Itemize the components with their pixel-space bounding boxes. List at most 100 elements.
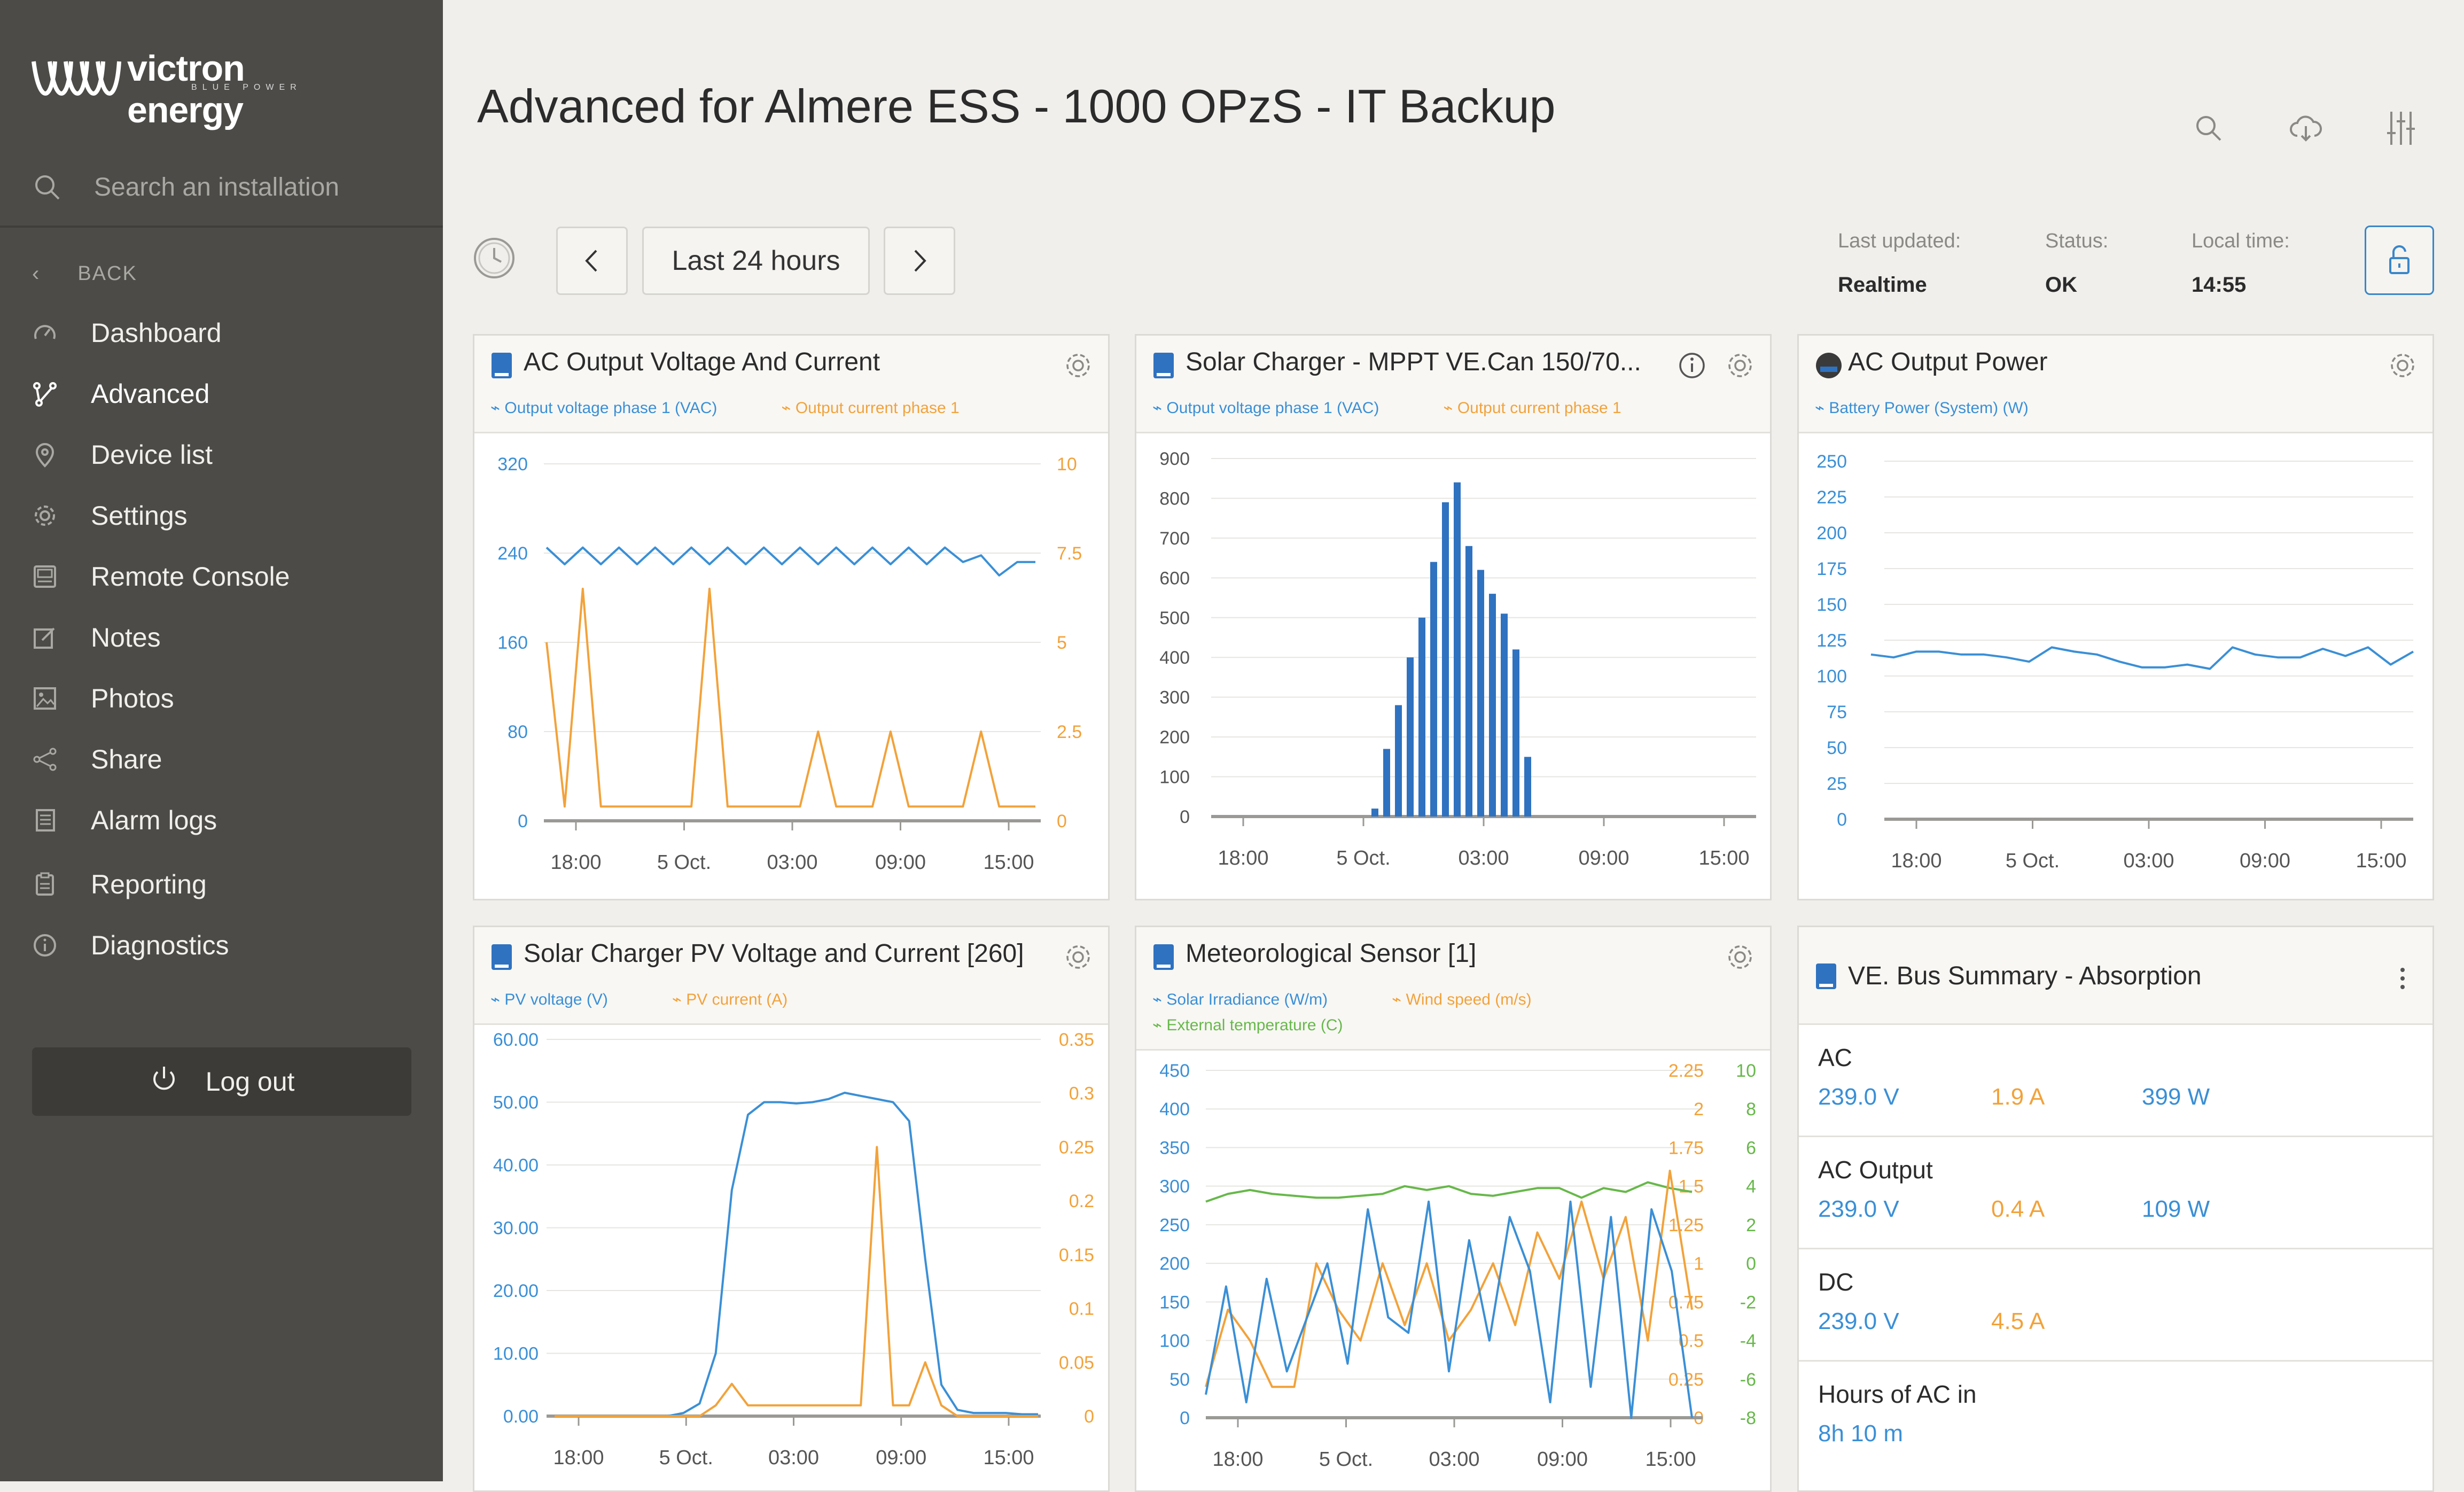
- y-right-tick-label: -6: [1740, 1370, 1756, 1390]
- y-tick-label: 400: [1159, 648, 1190, 668]
- y-mid-tick-label: 2.25: [1668, 1061, 1704, 1081]
- y-right-tick-label: 10: [1736, 1061, 1756, 1081]
- card-meteorological-sensor: Meteorological Sensor [1] ⌁ Solar Irradi…: [1135, 926, 1772, 1492]
- inverter-device-icon: [492, 353, 512, 378]
- y-left-tick-label: 0.00: [503, 1406, 539, 1427]
- ve-voltage: 239.0 V: [1818, 1308, 1899, 1334]
- y-left-tick-label: 300: [1159, 1177, 1190, 1197]
- x-tick-label: 5 Oct.: [1319, 1448, 1373, 1471]
- sidebar-item-alarm-logs[interactable]: Alarm logs: [29, 796, 217, 844]
- legend-solar-irradiance[interactable]: ⌁ Solar Irradiance (W/m): [1152, 991, 1328, 1008]
- legend-output-voltage[interactable]: ⌁ Output voltage phase 1 (VAC): [490, 399, 718, 417]
- y-left-tick-label: 350: [1159, 1138, 1190, 1158]
- sidebar-item-photos[interactable]: Photos: [29, 674, 174, 722]
- y-right-tick-label: 8: [1746, 1099, 1756, 1120]
- info-icon[interactable]: [1676, 349, 1708, 382]
- legend-battery-power[interactable]: ⌁ Battery Power (System) (W): [1815, 399, 2029, 417]
- legend-pv-voltage[interactable]: ⌁ PV voltage (V): [490, 991, 608, 1008]
- x-tick-label: 09:00: [2240, 850, 2290, 872]
- legend-external-temperature[interactable]: ⌁ External temperature (C): [1152, 1016, 1343, 1034]
- x-tick-label: 15:00: [1645, 1448, 1696, 1471]
- back-link[interactable]: ‹ BACK: [32, 262, 137, 286]
- solar-yield-bar: [1489, 594, 1496, 817]
- ve-current: 1.9 A: [1991, 1084, 2045, 1110]
- ve-voltage: 239.0 V: [1818, 1084, 1899, 1110]
- legend-output-current[interactable]: ⌁ Output current phase 1: [781, 399, 960, 417]
- chart-solar-charger-mppt: 900 800 700 600 500 400 300 200 100 0 18:00 5 Oct. 0…: [1159, 449, 1756, 869]
- sidebar-item-reporting[interactable]: Reporting: [29, 860, 207, 908]
- sidebar-item-notes[interactable]: Notes: [29, 613, 161, 662]
- card-solar-charger-mppt: Solar Charger - MPPT VE.Can 150/70... ⌁ …: [1135, 334, 1772, 900]
- header-filter-button[interactable]: [2380, 107, 2422, 150]
- share-icon: [29, 743, 61, 775]
- legend-pv-current[interactable]: ⌁ PV current (A): [672, 991, 788, 1008]
- sliders-icon: [2387, 112, 2415, 145]
- sidebar-item-settings[interactable]: Settings: [29, 492, 188, 540]
- card-header: Meteorological Sensor [1] ⌁ Solar Irradi…: [1136, 927, 1770, 1051]
- header-search-button[interactable]: [2187, 107, 2230, 150]
- y-tick-label: 125: [1816, 631, 1847, 651]
- ve-hours-value: 8h 10 m: [1818, 1420, 1903, 1447]
- solar-yield-bar: [1501, 613, 1508, 817]
- x-tick-label: 03:00: [767, 851, 817, 874]
- sidebar-item-dashboard[interactable]: Dashboard: [29, 309, 222, 357]
- sidebar-item-label: Notes: [91, 623, 161, 652]
- solar-yield-bar: [1477, 570, 1484, 817]
- card-header: Solar Charger PV Voltage and Current [26…: [474, 927, 1108, 1025]
- prev-range-button[interactable]: [556, 227, 628, 295]
- series-external-temperature-line: [1205, 1181, 1693, 1203]
- search-placeholder: Search an installation: [94, 173, 339, 201]
- gear-icon[interactable]: [1062, 941, 1094, 973]
- next-range-button[interactable]: [884, 227, 955, 295]
- sidebar-item-remote-console[interactable]: Remote Console: [29, 553, 290, 601]
- series-pv-voltage-line: [555, 1091, 1038, 1417]
- sidebar-item-label: Alarm logs: [91, 805, 217, 835]
- sidebar: victron energy BLUE POWER Search an inst…: [0, 0, 443, 1481]
- console-icon: [29, 561, 61, 593]
- legend-wind-speed[interactable]: ⌁ Wind speed (m/s): [1392, 991, 1532, 1008]
- ve-row-label: Hours of AC in: [1818, 1380, 1977, 1408]
- clipboard-icon: [29, 868, 61, 900]
- y-right-tick-label: 0: [1746, 1254, 1756, 1274]
- logout-button[interactable]: Log out: [32, 1047, 411, 1116]
- y-right-tick-label: 2.5: [1057, 722, 1082, 742]
- y-left-tick-label: 240: [497, 543, 528, 564]
- gear-icon[interactable]: [1724, 941, 1756, 973]
- y-tick-label: 150: [1816, 595, 1847, 615]
- status-label: Status:: [2045, 230, 2109, 252]
- y-tick-label: 800: [1159, 488, 1190, 509]
- sidebar-item-share[interactable]: Share: [29, 735, 162, 783]
- more-vertical-icon[interactable]: [2387, 962, 2419, 994]
- chart-solar-charger-pv: 60.00 50.00 40.00 30.00 20.00 10.00 0.00 0.35 0.…: [493, 1030, 1094, 1469]
- y-mid-tick-label: 1.25: [1668, 1215, 1704, 1235]
- gear-icon[interactable]: [1062, 349, 1094, 382]
- y-tick-label: 50: [1827, 738, 1847, 758]
- victron-logo[interactable]: victron energy BLUE POWER: [31, 45, 352, 130]
- search-installation[interactable]: Search an installation: [32, 166, 339, 208]
- clock-icon: [474, 238, 514, 278]
- x-tick-label: 5 Oct.: [1336, 847, 1390, 869]
- time-range-selector[interactable]: Last 24 hours: [642, 227, 870, 295]
- unlock-layout-button[interactable]: [2365, 226, 2434, 295]
- y-right-tick-label: 2: [1746, 1215, 1756, 1235]
- y-left-tick-label: 100: [1159, 1331, 1190, 1351]
- legend-output-voltage[interactable]: ⌁ Output voltage phase 1 (VAC): [1152, 399, 1379, 417]
- x-tick-label: 5 Oct.: [659, 1447, 713, 1469]
- y-tick-label: 75: [1827, 702, 1847, 722]
- sidebar-item-device-list[interactable]: Device list: [29, 431, 213, 479]
- x-tick-label: 03:00: [768, 1447, 819, 1469]
- header-download-button[interactable]: [2284, 107, 2327, 150]
- sidebar-item-diagnostics[interactable]: Diagnostics: [29, 921, 229, 969]
- x-tick-label: 5 Oct.: [2006, 850, 2060, 872]
- card-ve-bus-summary: VE. Bus Summary - Absorption AC 239.0 V …: [1797, 926, 2434, 1492]
- gear-icon[interactable]: [1724, 349, 1756, 382]
- legend-output-current[interactable]: ⌁ Output current phase 1: [1443, 399, 1621, 417]
- gear-icon[interactable]: [2387, 349, 2419, 382]
- sidebar-item-advanced[interactable]: Advanced: [29, 370, 209, 418]
- chart-legend-row2: ⌁ External temperature (C): [1152, 1016, 1407, 1035]
- auto-refresh-toggle[interactable]: [472, 236, 516, 280]
- card-title: AC Output Voltage And Current: [524, 348, 880, 376]
- y-tick-label: 225: [1816, 487, 1847, 508]
- chart-meteorological-sensor: 4504003503002502001501005002.2521.751.51…: [1159, 1061, 1756, 1471]
- ve-power: 399 W: [2142, 1084, 2210, 1110]
